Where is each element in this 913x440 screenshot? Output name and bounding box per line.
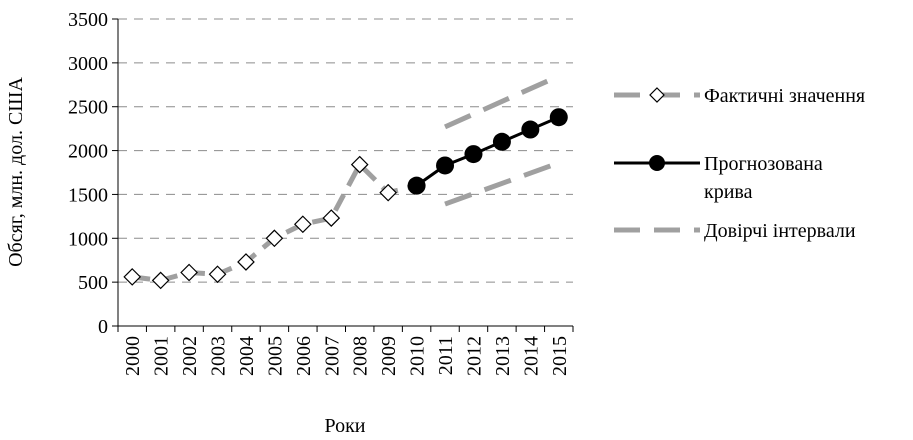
x-tick-label: 2006: [293, 336, 315, 376]
y-tick-label: 0: [98, 316, 108, 338]
x-tick-label: 2005: [264, 336, 286, 376]
y-axis-ticks: 0 500 1000 1500 2000 2500 3000 3500: [68, 9, 118, 338]
legend: Фактичні значення Прогнозована крива Довірч…: [614, 85, 865, 242]
forecast-point: [464, 145, 483, 164]
actual-value-point: [180, 263, 198, 282]
legend-label-forecast: Прогнозована: [704, 153, 823, 175]
forecast-point: [436, 156, 455, 175]
x-tick-label: 2012: [463, 336, 485, 376]
x-tick-label: 2004: [236, 336, 258, 376]
x-tick-label: 2001: [151, 336, 173, 376]
forecast-point: [549, 108, 568, 127]
gridlines: [118, 18, 573, 283]
x-tick-label: 2014: [520, 336, 542, 376]
actual-value-point: [151, 271, 170, 290]
x-tick-label: 2003: [208, 336, 230, 376]
x-tick-label: 2010: [407, 336, 429, 376]
legend-circle-marker: [649, 155, 665, 171]
y-tick-label: 3000: [68, 53, 108, 75]
y-tick-label: 500: [78, 272, 108, 294]
series-layer: [123, 73, 568, 290]
legend-label-ci: Довірчі інтервали: [704, 220, 856, 242]
actual-value-point: [293, 215, 312, 234]
x-tick-label: 2008: [350, 336, 372, 376]
actual-values-line: [131, 162, 418, 283]
y-tick-label: 2500: [68, 97, 108, 119]
y-axis-title: Обсяг, млн. дол. США: [5, 77, 27, 267]
actual-value-point: [123, 268, 142, 286]
x-tick-label: 2011: [435, 336, 457, 375]
x-tick-label: 2015: [549, 336, 571, 376]
forecast-point: [492, 132, 511, 151]
x-tick-label: 2000: [122, 336, 144, 376]
y-tick-label: 2000: [68, 141, 108, 163]
ci-upper-line: [444, 73, 560, 130]
actual-value-point: [237, 253, 255, 271]
y-tick-label: 1500: [68, 184, 108, 206]
forecast-point: [521, 120, 540, 139]
x-tick-label: 2007: [321, 336, 343, 376]
x-axis-ticks: 2000 2001 2002 2003 2004 2005 2006 2007 2008 2009…: [117, 326, 574, 376]
x-tick-label: 2002: [179, 336, 201, 376]
actual-value-point: [322, 209, 341, 227]
actual-value-point: [265, 229, 284, 248]
x-tick-label: 2009: [378, 336, 400, 376]
y-tick-label: 1000: [68, 228, 108, 250]
actual-value-point: [379, 183, 398, 202]
ci-lower-line: [444, 160, 560, 207]
x-axis-title: Роки: [324, 415, 365, 437]
x-tick-label: 2013: [492, 336, 514, 376]
forecast-point: [407, 176, 426, 195]
actual-value-point: [208, 265, 227, 284]
legend-label-actual: Фактичні значення: [704, 85, 865, 107]
y-tick-label: 3500: [68, 9, 108, 31]
legend-diamond-marker: [649, 87, 665, 103]
legend-label-forecast-line2: крива: [704, 181, 753, 203]
actual-value-point: [350, 155, 369, 174]
